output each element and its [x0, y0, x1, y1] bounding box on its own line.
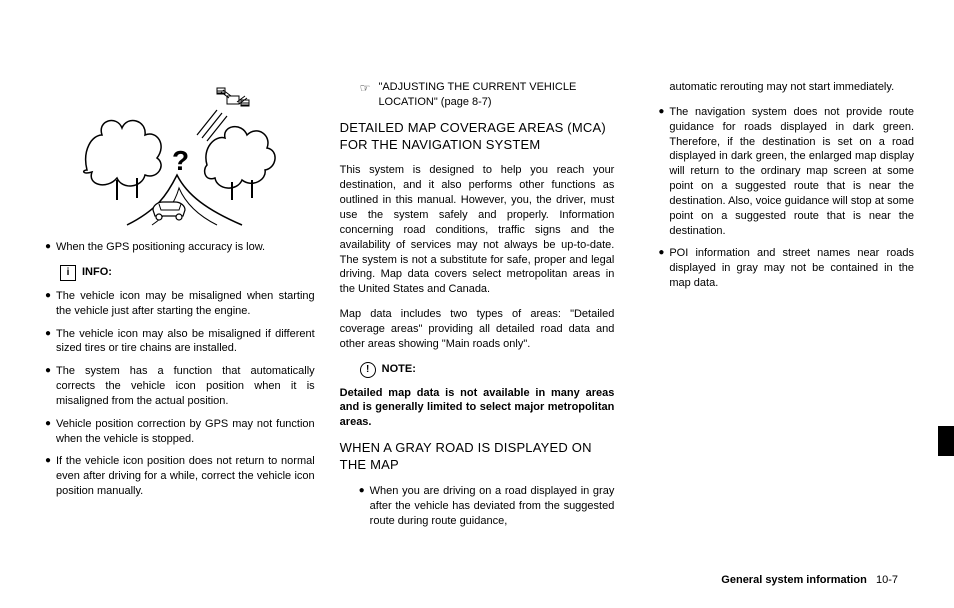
bullet-text: The system has a function that automatic…	[56, 364, 315, 409]
section-heading: WHEN A GRAY ROAD IS DISPLAYED ON THE MAP	[340, 440, 615, 474]
bullet-icon: ●	[40, 240, 56, 255]
list-item: ●If the vehicle icon position does not r…	[40, 454, 315, 499]
bullet-icon: ●	[40, 364, 56, 409]
page-footer: General system information 10-7	[721, 574, 898, 586]
body-paragraph: This system is designed to help you reac…	[340, 163, 615, 297]
section-heading: DETAILED MAP COVERAGE AREAS (MCA) FOR TH…	[340, 120, 615, 154]
list-item: ●The system has a function that automati…	[40, 364, 315, 409]
info-header: i INFO:	[60, 265, 315, 281]
column-3: automatic rerouting may not start immedi…	[639, 80, 914, 570]
gps-illustration: ?	[67, 80, 287, 230]
bullet-icon: ●	[653, 105, 669, 239]
bullet-text: POI information and street names near ro…	[669, 246, 914, 291]
info-label: INFO:	[82, 265, 112, 280]
list-item: ●When you are driving on a road displaye…	[340, 484, 615, 529]
column-2: ☞ "ADJUSTING THE CURRENT VEHICLE LOCATIO…	[340, 80, 615, 570]
bullet-icon: ●	[354, 484, 370, 529]
xref-icon: ☞	[360, 80, 371, 110]
column-1: ? ● When the GPS positioning accuracy is…	[40, 80, 315, 570]
list-item: ●The vehicle icon may also be misaligned…	[40, 327, 315, 357]
footer-section: General system information	[721, 574, 867, 586]
bullet-text: The navigation system does not provide r…	[669, 105, 914, 239]
bullet-icon: ●	[40, 289, 56, 319]
info-icon: i	[60, 265, 76, 281]
note-icon: !	[360, 362, 376, 378]
body-paragraph: automatic rerouting may not start immedi…	[639, 80, 914, 95]
bullet-icon: ●	[40, 327, 56, 357]
footer-page: 10-7	[876, 574, 898, 586]
body-paragraph: Map data includes two types of areas: "D…	[340, 307, 615, 352]
content-columns: ? ● When the GPS positioning accuracy is…	[40, 80, 914, 570]
note-label: NOTE:	[382, 362, 416, 377]
note-header: ! NOTE:	[360, 362, 615, 378]
list-item: ●The navigation system does not provide …	[639, 105, 914, 239]
bullet-icon: ●	[40, 454, 56, 499]
bullet-text: The vehicle icon may also be misaligned …	[56, 327, 315, 357]
caption-row: ● When the GPS positioning accuracy is l…	[40, 240, 315, 255]
list-item: ●POI information and street names near r…	[639, 246, 914, 291]
bullet-text: Vehicle position correction by GPS may n…	[56, 417, 315, 447]
list-item: ●The vehicle icon may be misaligned when…	[40, 289, 315, 319]
bullet-text: The vehicle icon may be misaligned when …	[56, 289, 315, 319]
list-item: ●Vehicle position correction by GPS may …	[40, 417, 315, 447]
cross-reference: ☞ "ADJUSTING THE CURRENT VEHICLE LOCATIO…	[340, 80, 615, 110]
svg-text:?: ?	[172, 145, 189, 176]
bullet-icon: ●	[40, 417, 56, 447]
bullet-icon: ●	[653, 246, 669, 291]
xref-text: "ADJUSTING THE CURRENT VEHICLE LOCATION"…	[378, 80, 614, 110]
bullet-text: When you are driving on a road displayed…	[370, 484, 615, 529]
note-text: Detailed map data is not available in ma…	[340, 386, 615, 431]
thumb-tab	[938, 426, 954, 456]
illustration-caption: When the GPS positioning accuracy is low…	[56, 240, 315, 255]
bullet-text: If the vehicle icon position does not re…	[56, 454, 315, 499]
